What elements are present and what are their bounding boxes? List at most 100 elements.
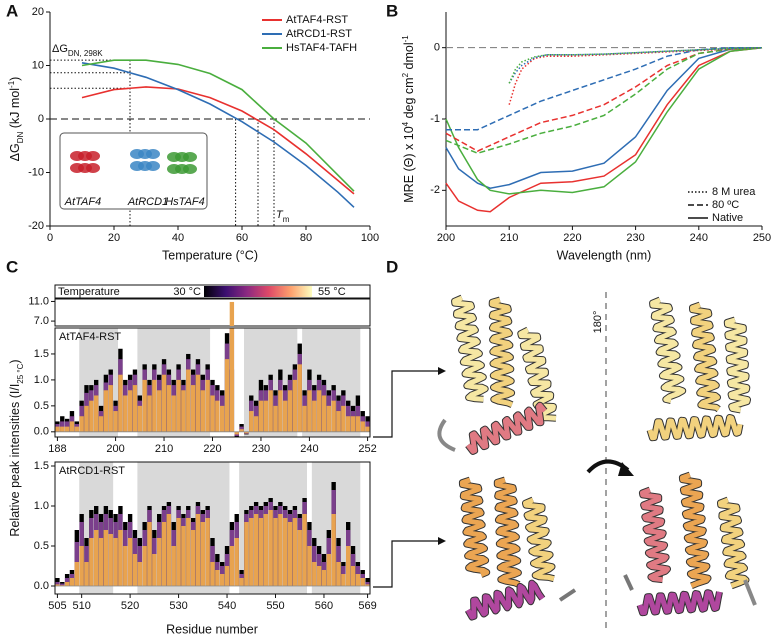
bar bbox=[123, 546, 128, 586]
bar bbox=[234, 538, 239, 586]
bar bbox=[118, 374, 123, 432]
helix bbox=[637, 590, 722, 616]
y-tick-label: -20 bbox=[28, 220, 44, 232]
bar bbox=[200, 522, 205, 586]
line-series bbox=[508, 46, 763, 105]
bar bbox=[331, 400, 336, 432]
bar bbox=[132, 554, 138, 586]
panel-series-label: AtTAF4-RST bbox=[59, 331, 121, 343]
bar bbox=[181, 526, 186, 586]
panel-series-label: AtRCD1-RST bbox=[59, 465, 125, 477]
bar bbox=[302, 405, 307, 432]
x-axis-label: Residue number bbox=[166, 622, 258, 636]
bar bbox=[142, 379, 147, 432]
bar bbox=[176, 518, 181, 586]
x-tick-label: 550 bbox=[266, 600, 284, 612]
y-tick-label: 7.0 bbox=[34, 315, 49, 327]
rotation-label: 180° bbox=[592, 311, 604, 334]
bar bbox=[79, 416, 84, 432]
bar bbox=[355, 416, 361, 432]
y-tick-label: 0.0 bbox=[34, 426, 49, 438]
bar bbox=[273, 405, 278, 432]
bar bbox=[283, 518, 288, 586]
bar bbox=[205, 518, 210, 586]
x-tick-label: 230 bbox=[626, 232, 644, 244]
bar bbox=[268, 390, 273, 432]
bar bbox=[55, 582, 60, 586]
inset-structure bbox=[86, 151, 100, 161]
bar bbox=[74, 426, 79, 432]
x-tick-label: 80 bbox=[300, 232, 312, 244]
bar bbox=[152, 379, 157, 432]
x-tick-label: 60 bbox=[236, 232, 248, 244]
bar bbox=[152, 554, 157, 586]
loop bbox=[558, 588, 577, 602]
bar bbox=[244, 522, 249, 586]
x-tick-label: 210 bbox=[155, 443, 173, 455]
bar bbox=[307, 390, 312, 432]
bar bbox=[253, 514, 259, 586]
bar bbox=[161, 522, 167, 586]
bar bbox=[253, 416, 259, 432]
bar bbox=[287, 522, 293, 586]
bar bbox=[147, 522, 152, 586]
helix bbox=[647, 415, 743, 441]
bar bbox=[98, 416, 104, 432]
x-tick-label: 40 bbox=[172, 232, 184, 244]
bar bbox=[355, 574, 361, 586]
bar bbox=[336, 411, 341, 432]
bar bbox=[205, 379, 210, 432]
helix-region bbox=[302, 328, 361, 437]
x-tick-label: 240 bbox=[690, 232, 708, 244]
bar bbox=[278, 390, 283, 432]
bar bbox=[55, 584, 60, 586]
inset-label: AtRCD1 bbox=[127, 196, 168, 208]
bar bbox=[297, 530, 302, 586]
bar bbox=[84, 405, 89, 432]
bar bbox=[103, 390, 109, 432]
bar bbox=[360, 421, 365, 432]
bar bbox=[171, 395, 176, 432]
bar bbox=[142, 546, 147, 586]
annotation: Tm bbox=[276, 209, 290, 224]
y-tick-label: 1.0 bbox=[34, 500, 49, 512]
legend-label: AtTAF4-RST bbox=[286, 14, 348, 26]
bar bbox=[166, 385, 172, 432]
x-tick-label: 530 bbox=[169, 600, 187, 612]
bar bbox=[341, 574, 346, 586]
bar bbox=[157, 390, 162, 432]
bar bbox=[113, 538, 118, 586]
bar bbox=[98, 538, 104, 586]
y-tick-label: 1.0 bbox=[34, 374, 49, 386]
legend-label: AtRCD1-RST bbox=[286, 28, 352, 40]
y-axis-label: ΔGDN (kJ mol-1) bbox=[7, 77, 25, 162]
bar bbox=[132, 385, 138, 432]
bar bbox=[321, 570, 327, 586]
bar bbox=[365, 426, 370, 432]
bar bbox=[278, 514, 283, 586]
annotation: ΔGDN, 298K bbox=[52, 43, 103, 58]
bar bbox=[336, 562, 341, 586]
bar bbox=[258, 400, 264, 432]
bar bbox=[287, 390, 293, 432]
y-tick-label: 0.5 bbox=[34, 400, 49, 412]
line-series bbox=[446, 46, 762, 131]
bar bbox=[64, 582, 70, 586]
link-arrowhead bbox=[438, 367, 446, 375]
panel-label: D bbox=[386, 257, 398, 276]
bar bbox=[220, 574, 225, 586]
bar bbox=[89, 538, 94, 586]
bar bbox=[161, 374, 167, 432]
colorbar-min: 30 °C bbox=[173, 286, 201, 298]
bar bbox=[127, 538, 133, 586]
link-arrow bbox=[373, 370, 438, 438]
bar bbox=[137, 562, 142, 586]
inset-structure bbox=[146, 149, 160, 159]
bar bbox=[123, 395, 128, 432]
y-tick-label: 0.5 bbox=[34, 540, 49, 552]
line-series bbox=[81, 86, 355, 195]
bar bbox=[186, 369, 191, 432]
y-tick-label: 11.0 bbox=[28, 295, 49, 307]
bar bbox=[215, 570, 220, 586]
